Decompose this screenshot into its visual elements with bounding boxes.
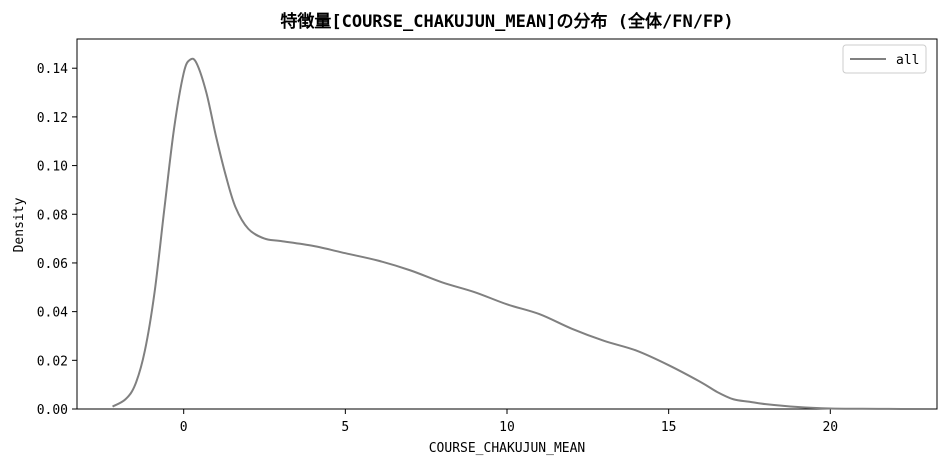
y-axis-ticks: 0.00 0.02 0.04 0.06 0.08 0.10 0.12 0.14 xyxy=(37,62,77,418)
y-tick-label: 0.06 xyxy=(37,257,68,272)
y-tick-label: 0.12 xyxy=(37,111,68,126)
y-tick-label: 0.04 xyxy=(37,306,68,321)
x-tick-label: 5 xyxy=(341,420,349,435)
legend: all xyxy=(842,44,927,74)
x-tick-label: 0 xyxy=(180,420,188,435)
chart-title: 特徴量[COURSE_CHAKUJUN_MEAN]の分布 (全体/FN/FP) xyxy=(280,11,733,32)
y-tick-label: 0.00 xyxy=(37,403,68,418)
y-tick-label: 0.10 xyxy=(37,160,68,175)
x-tick-label: 10 xyxy=(499,420,515,435)
density-line-all xyxy=(112,57,902,410)
x-tick-label: 15 xyxy=(661,420,677,435)
y-tick-label: 0.02 xyxy=(37,354,68,369)
x-axis-label: COURSE_CHAKUJUN_MEAN xyxy=(429,441,586,456)
legend-label-all: all xyxy=(896,53,919,68)
x-tick-label: 20 xyxy=(822,420,838,435)
y-tick-label: 0.08 xyxy=(37,208,68,223)
series-layer xyxy=(112,57,902,410)
y-axis-label: Density xyxy=(12,197,27,252)
x-axis-ticks: 0 5 10 15 20 xyxy=(180,409,838,435)
y-tick-label: 0.14 xyxy=(37,62,68,77)
